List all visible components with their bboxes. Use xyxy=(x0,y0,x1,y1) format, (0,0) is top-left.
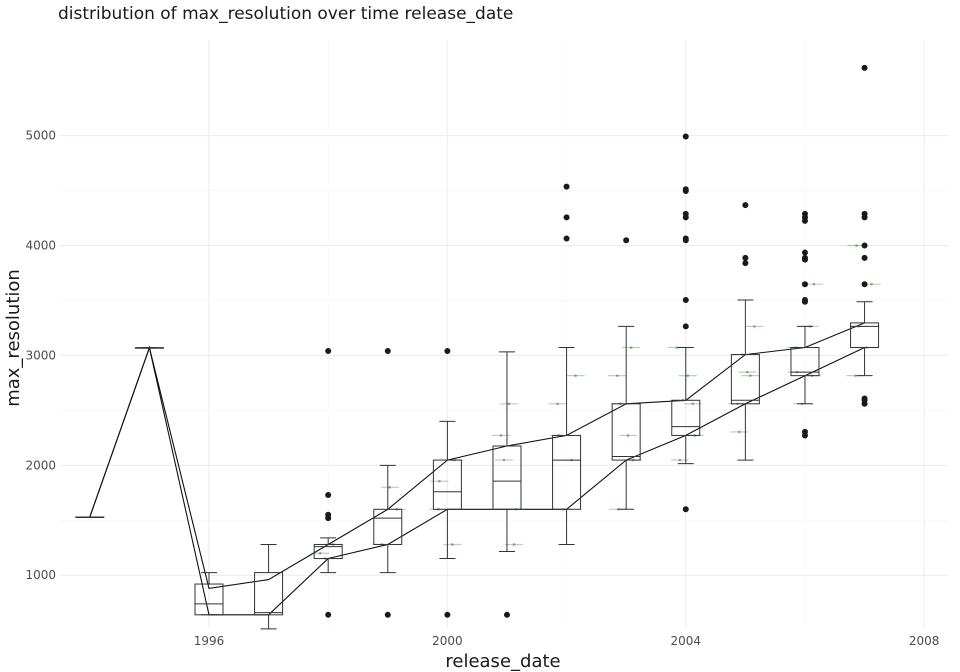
outlier-point xyxy=(801,281,808,288)
y-tick-label: 3000 xyxy=(25,348,56,362)
jitter-point xyxy=(855,244,858,247)
outlier-point xyxy=(563,183,570,190)
y-tick-label: 2000 xyxy=(25,458,56,472)
x-axis-title: release_date xyxy=(445,651,560,672)
jitter-point xyxy=(753,325,756,328)
y-axis-title: max_resolution xyxy=(3,269,24,407)
mean-lines xyxy=(89,322,865,616)
outlier-point xyxy=(563,214,570,221)
outlier-points xyxy=(325,64,868,618)
box xyxy=(611,403,641,461)
outlier-point xyxy=(801,254,808,261)
jitter-points xyxy=(311,244,881,560)
outlier-point xyxy=(801,297,808,304)
x-tick-label: 2004 xyxy=(670,634,701,648)
outlier-point xyxy=(801,249,808,256)
outlier-point xyxy=(444,611,451,618)
outlier-point xyxy=(682,506,689,513)
outlier-point xyxy=(325,348,332,355)
jitter-point xyxy=(812,282,816,286)
chart-title: distribution of max_resolution over time… xyxy=(58,4,514,24)
x-tick-label: 1996 xyxy=(194,634,225,648)
box xyxy=(850,322,880,349)
jitter-point xyxy=(738,430,741,434)
outlier-point xyxy=(444,348,451,355)
outlier-point xyxy=(861,242,868,249)
outlier-point xyxy=(325,492,332,499)
outlier-point xyxy=(682,297,689,304)
jitter-point xyxy=(626,434,630,437)
outlier-point xyxy=(563,235,570,242)
y-tick-labels: 1000 2000 3000 4000 5000 xyxy=(25,129,56,583)
boxes xyxy=(75,299,880,630)
box xyxy=(373,508,403,545)
outlier-point xyxy=(682,235,689,242)
jitter-point xyxy=(502,458,506,462)
outlier-point xyxy=(325,511,332,518)
jitter-point xyxy=(629,346,633,349)
box xyxy=(552,434,582,510)
series-line xyxy=(89,322,865,590)
outlier-point xyxy=(384,611,391,618)
box xyxy=(194,583,224,616)
y-tick-label: 1000 xyxy=(25,568,56,582)
jitter-point xyxy=(574,374,577,377)
jitter-point xyxy=(512,543,516,546)
y-tick-label: 4000 xyxy=(25,239,56,253)
jitter-point xyxy=(678,458,682,462)
jitter-point xyxy=(870,282,873,286)
outlier-point xyxy=(682,186,689,193)
box xyxy=(313,543,343,560)
box xyxy=(671,399,701,436)
jitter-point xyxy=(686,374,690,377)
outlier-point xyxy=(801,428,808,435)
jitter-point xyxy=(318,551,322,555)
outlier-point xyxy=(742,202,749,209)
outlier-point xyxy=(861,254,868,261)
outlier-point xyxy=(861,64,868,71)
box xyxy=(432,459,462,510)
jitter-point xyxy=(556,402,559,406)
jitter-point xyxy=(451,543,454,546)
box xyxy=(254,572,284,616)
box xyxy=(492,445,522,510)
jitter-point xyxy=(499,434,503,437)
jitter-point xyxy=(507,402,511,406)
box xyxy=(730,354,760,405)
box xyxy=(790,347,820,377)
jitter-point xyxy=(746,370,749,374)
jitter-point xyxy=(438,479,441,483)
outlier-point xyxy=(325,611,332,618)
outlier-point xyxy=(801,210,808,217)
outlier-point xyxy=(861,281,868,288)
x-tick-label: 2000 xyxy=(432,634,463,648)
jitter-point xyxy=(854,374,857,377)
outlier-point xyxy=(503,611,510,618)
outlier-point xyxy=(682,323,689,330)
jitter-point xyxy=(615,374,619,377)
y-tick-label: 5000 xyxy=(25,129,56,143)
x-tick-label: 2008 xyxy=(909,634,940,648)
x-tick-labels: 1996 2000 2004 2008 xyxy=(194,634,940,648)
jitter-point xyxy=(675,346,679,349)
jitter-point xyxy=(691,402,695,406)
outlier-point xyxy=(682,133,689,140)
outlier-point xyxy=(861,395,868,402)
grid-lines xyxy=(60,40,948,628)
outlier-point xyxy=(742,260,749,267)
outlier-point xyxy=(861,210,868,217)
outlier-point xyxy=(742,254,749,261)
outlier-point xyxy=(384,348,391,355)
outlier-point xyxy=(623,237,630,244)
jitter-point xyxy=(388,486,392,489)
outlier-point xyxy=(682,210,689,217)
jitter-point xyxy=(749,374,752,377)
